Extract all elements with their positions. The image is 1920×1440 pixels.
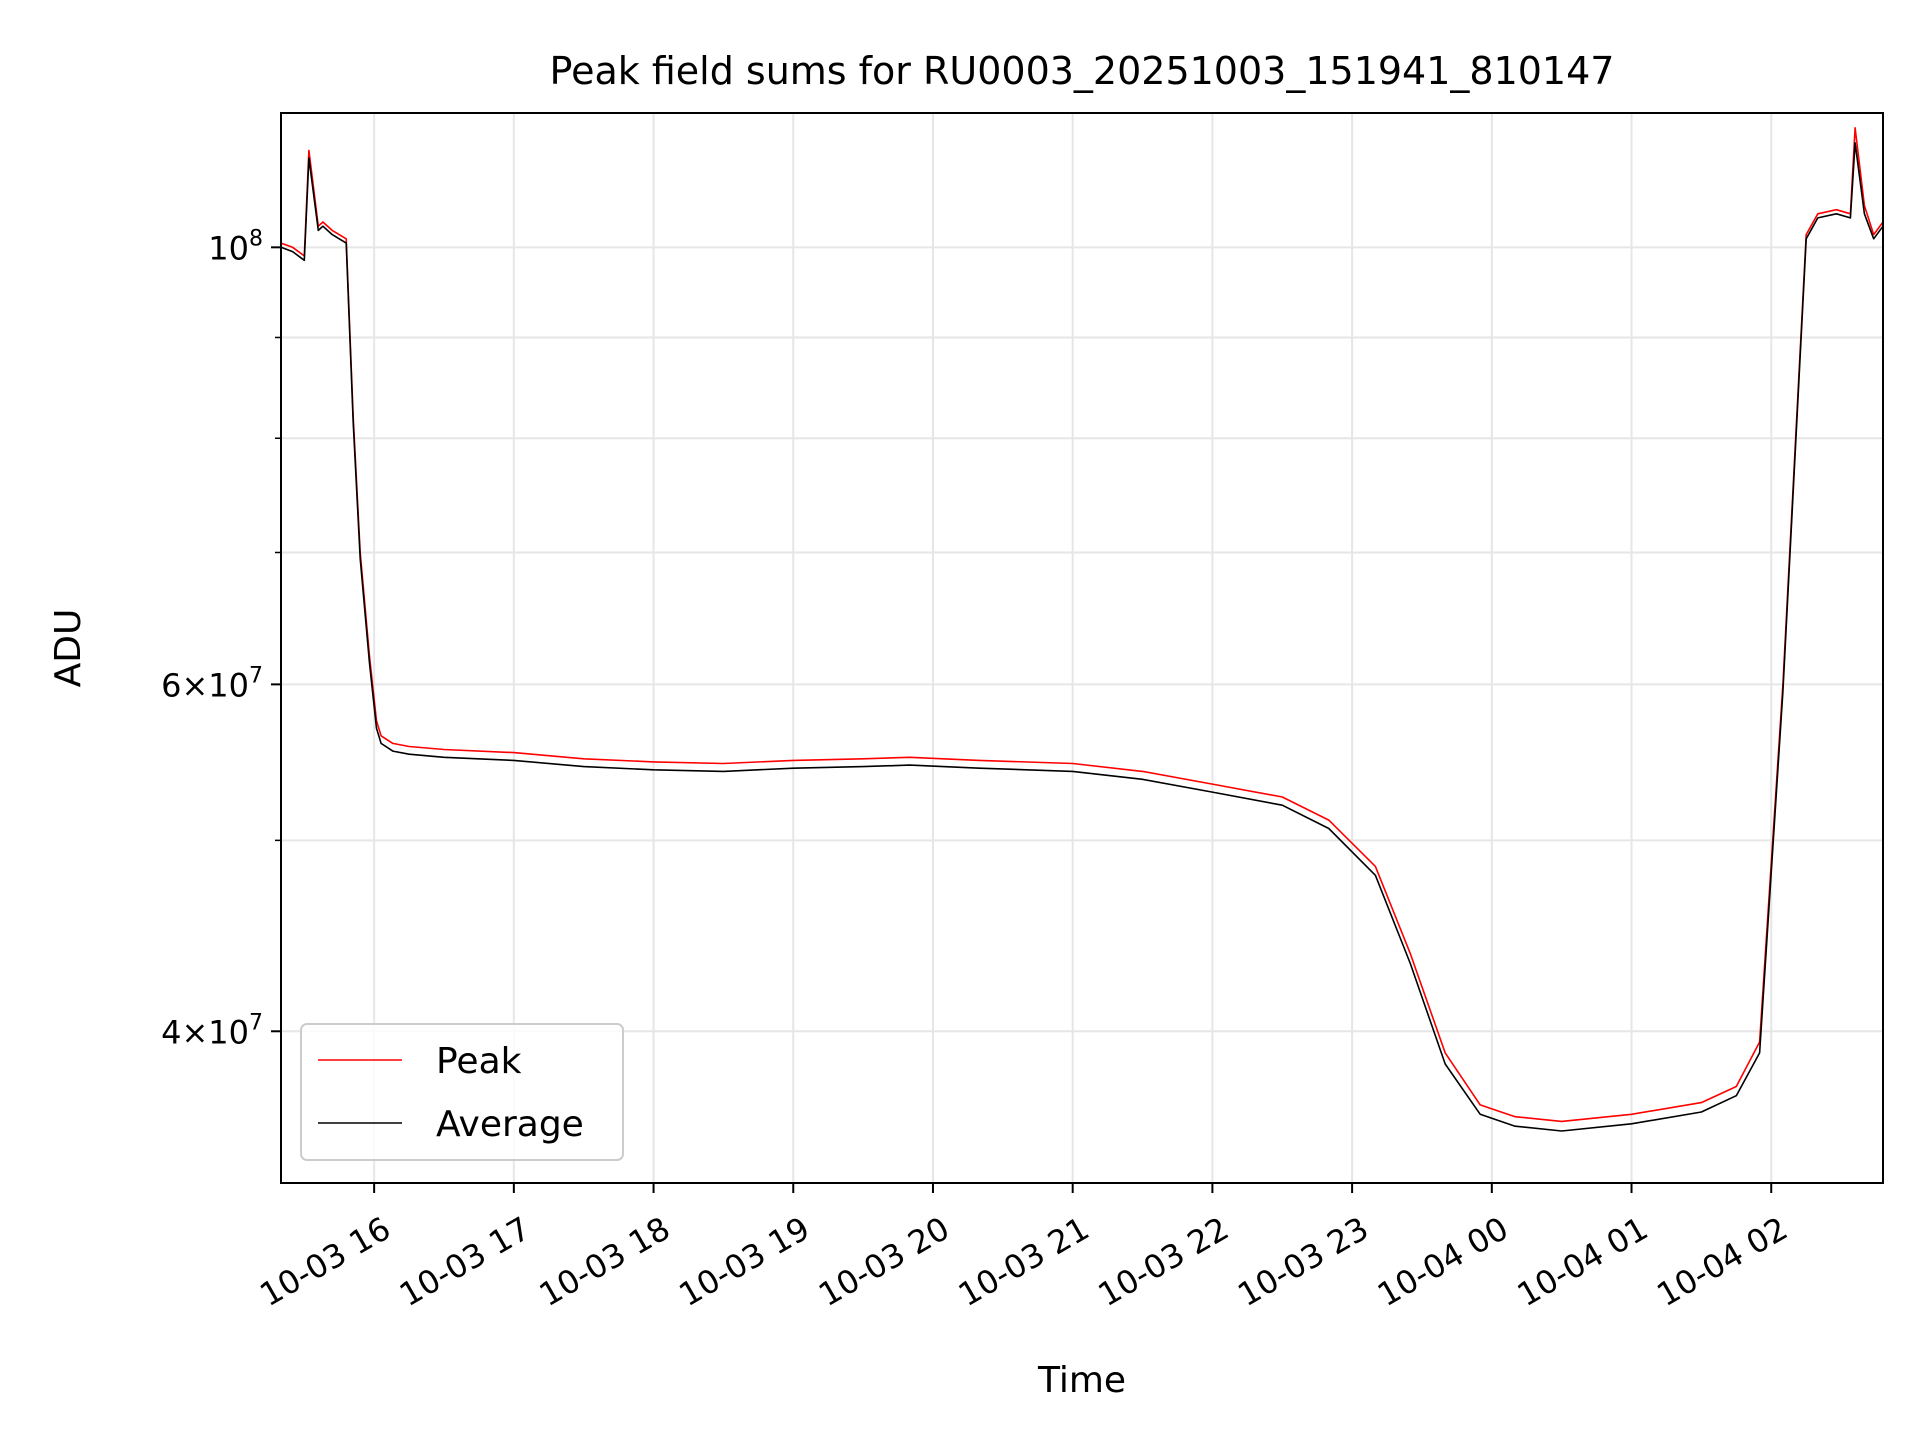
- series-line-average: [280, 142, 1884, 1132]
- y-tick-label: 108: [208, 226, 263, 267]
- y-tick-label: 6×107: [161, 663, 263, 704]
- legend: Peak Average: [300, 1023, 624, 1161]
- legend-box: [300, 1023, 624, 1161]
- legend-label-average: Average: [436, 1104, 584, 1145]
- plot-frame: [280, 112, 1884, 1184]
- chart-title: Peak field sums for RU0003_20251003_1519…: [550, 49, 1615, 93]
- grid: [281, 113, 1883, 1183]
- plot-lines: [280, 127, 1884, 1132]
- y-tick-label: 4×107: [161, 1010, 263, 1051]
- x-axis-label: Time: [1037, 1360, 1126, 1401]
- y-axis-label: ADU: [48, 609, 89, 688]
- legend-label-peak: Peak: [436, 1041, 522, 1082]
